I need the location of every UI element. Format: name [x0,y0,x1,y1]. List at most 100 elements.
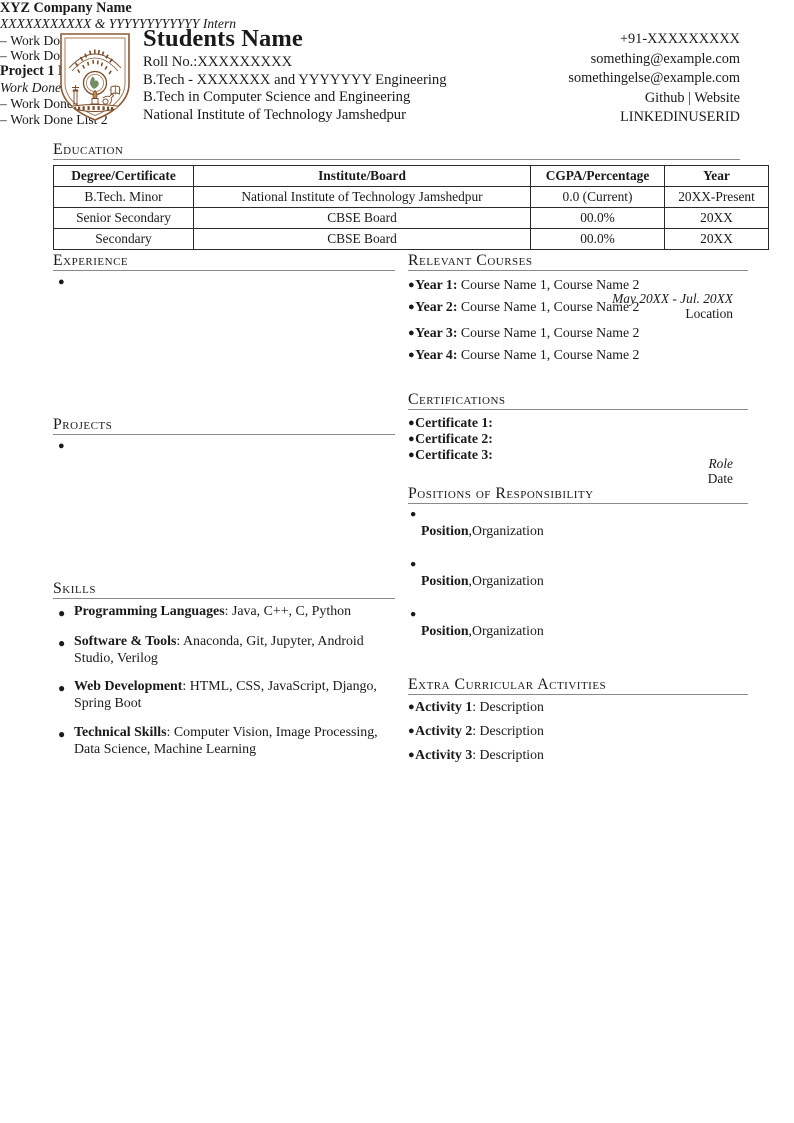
bullet-icon: ● [58,681,66,695]
skill-item: ● Programming Languages: Java, C++, C, P… [58,604,398,621]
position-date-label: Date [707,471,733,486]
section-heading-relevant-courses: Relevant Courses [408,252,533,269]
col-header-institute: Institute/Board [193,165,531,187]
skill-value: Anaconda, Git, Jupyter, Android Studio, … [74,634,364,666]
activity-item: ●Activity 1: Description [408,699,544,714]
bullet-icon: ● [58,276,65,288]
candidate-name: Students Name [143,25,303,52]
section-heading-extra-curricular: Extra Curricular Activities [408,676,607,693]
dash-marker: – [0,48,11,64]
activity-value: Description [479,699,544,714]
degree-program: B.Tech in Computer Science and Engineeri… [143,89,411,106]
section-rule-education [53,159,740,160]
col-header-year: Year [664,165,769,187]
section-rule-positions [408,503,748,504]
bullet-icon: ● [408,700,415,713]
section-rule-projects [53,434,395,435]
roll-number: Roll No.:XXXXXXXXX [143,53,293,70]
position-title: Position [421,623,469,638]
position-title: Position [421,573,469,588]
cell-cgpa: 0.0 (Current) [530,186,665,208]
bullet-icon: ● [408,416,415,429]
cell-degree: Senior Secondary [53,207,194,229]
table-header-row: Degree/Certificate Institute/Board CGPA/… [53,165,769,187]
section-heading-positions: Positions of Responsibility [408,485,594,502]
bullet-icon: ● [58,636,66,650]
resume-header: Students Name Roll No.:XXXXXXXXX B.Tech … [53,25,740,130]
dash-marker: – [0,32,11,48]
experience-role: XXXXXXXXXXX & YYYYYYYYYYYY Intern [0,16,237,32]
position-text: Position,Organization [421,573,544,588]
skill-item: ● Web Development: HTML, CSS, JavaScript… [58,679,398,712]
bullet-icon: ● [58,727,66,741]
certification-item: ●Certificate 3: [408,447,493,463]
cell-year: 20XX [664,228,769,250]
skill-label: Programming Languages [74,604,225,619]
activity-value: Description [479,747,544,762]
experience-location: Location [685,306,733,321]
table-row: Secondary CBSE Board 00.0% 20XX [53,228,769,250]
email-secondary[interactable]: somethingelse@example.com [568,70,740,87]
activity-label: Activity 1 [415,699,473,714]
course-value: Course Name 1, Course Name 2 [460,347,640,362]
bullet-icon: ● [410,509,417,520]
course-label: Year 4: [415,347,458,362]
course-value: Course Name 1, Course Name 2 [460,299,640,314]
skill-label: Software & Tools [74,634,177,649]
certification-label: Certificate 1: [415,415,493,430]
skill-body: Programming Languages: Java, C++, C, Pyt… [74,604,352,619]
table-row: B.Tech. Minor National Institute of Tech… [53,186,769,208]
cell-institute: CBSE Board [193,207,531,229]
skill-body: Software & Tools: Anaconda, Git, Jupyter… [74,634,364,666]
bullet-icon: ● [408,432,415,445]
certification-label: Certificate 3: [415,447,493,462]
cell-year: 20XX [664,207,769,229]
dash-marker: – [0,111,11,127]
section-rule-skills [53,598,395,599]
bullet-icon: ● [58,606,66,620]
skill-value: HTML, CSS, JavaScript, Django, Spring Bo… [74,679,377,711]
bullet-icon: ● [408,448,415,461]
skill-value: Computer Vision, Image Processing, Data … [74,725,378,757]
cell-institute: National Institute of Technology Jamshed… [193,186,531,208]
certification-label: Certificate 2: [415,431,493,446]
course-label: Year 1: [415,277,458,292]
cell-degree: B.Tech. Minor [53,186,194,208]
bullet-icon: ● [58,440,65,452]
course-value: Course Name 1, Course Name 2 [460,325,640,340]
position-text: Position,Organization [421,523,544,538]
bullet-icon: ● [408,300,415,313]
activity-label: Activity 3 [415,747,473,762]
position-organization: Organization [471,623,544,638]
skill-body: Technical Skills: Computer Vision, Image… [74,725,378,757]
position-organization: Organization [471,573,544,588]
section-rule-extra-curricular [408,694,748,695]
header-contact-block: +91-XXXXXXXXX something@example.com some… [410,30,740,128]
section-heading-certifications: Certifications [408,391,506,408]
skill-body: Web Development: HTML, CSS, JavaScript, … [74,679,377,711]
course-item: ●Year 4: Course Name 1, Course Name 2 [408,347,639,363]
institute-name: National Institute of Technology Jamshed… [143,106,406,123]
activity-item: ●Activity 3: Description [408,747,544,762]
course-item: ●Year 2: Course Name 1, Course Name 2 [408,299,639,315]
certification-item: ●Certificate 2: [408,431,493,447]
dash-marker: – [0,96,11,112]
section-heading-projects: Projects [53,416,113,433]
position-organization: Organization [471,523,544,538]
section-rule-relevant-courses [408,270,748,271]
certification-item: ●Certificate 1: [408,415,493,431]
course-label: Year 2: [415,299,458,314]
degree-branch: B.Tech - XXXXXXX and YYYYYYY Engineering [143,71,447,88]
section-heading-skills: Skills [53,580,96,597]
section-heading-education: Education [53,141,124,158]
activity-item: ●Activity 2: Description [408,723,544,738]
github-website-links[interactable]: Github | Website [644,89,740,106]
cell-degree: Secondary [53,228,194,250]
linkedin-id[interactable]: LINKEDINUSERID [620,109,740,126]
email-primary[interactable]: something@example.com [590,50,740,67]
bullet-icon: ● [410,609,417,620]
skill-item: ● Software & Tools: Anaconda, Git, Jupyt… [58,634,398,667]
bullet-icon: ● [408,724,415,737]
bullet-icon: ● [408,348,415,361]
section-rule-experience [53,270,395,271]
